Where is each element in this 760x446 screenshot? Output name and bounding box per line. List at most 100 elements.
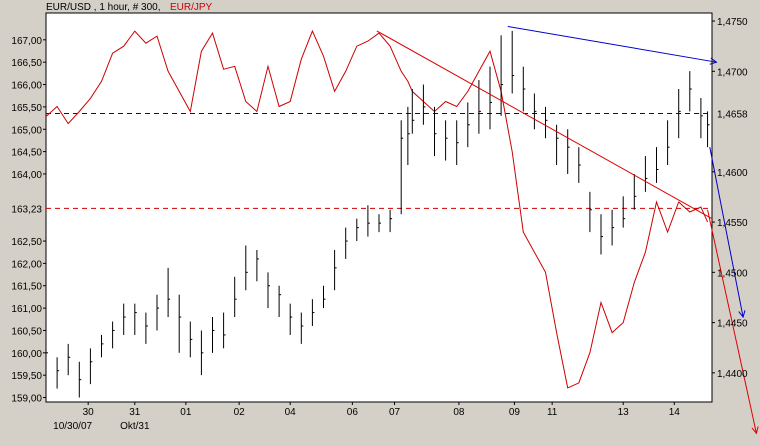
ohlc-bar <box>611 209 615 246</box>
left-axis-tick-label: 162,50 <box>11 237 42 248</box>
ohlc-bar <box>434 106 437 157</box>
ohlc-bar <box>189 321 193 358</box>
right-axis-tick-label: 1,4400 <box>717 369 748 380</box>
ohlc-bar <box>700 97 703 139</box>
x-axis-tick-label: 13 <box>618 407 630 418</box>
left-axis-tick-label: 164,00 <box>11 170 42 181</box>
ohlc-bar <box>567 129 570 174</box>
series-eurjpy-line <box>45 29 709 389</box>
trendlines <box>376 25 759 435</box>
ohlc-bar <box>411 89 415 134</box>
ohlc-bar <box>101 334 104 358</box>
ohlc-bar <box>689 71 692 112</box>
ohlc-bar <box>345 227 348 259</box>
right-axis-tick-label: 1,4750 <box>717 17 748 28</box>
ohlc-bar <box>323 285 326 309</box>
ohlc-bar <box>456 120 459 166</box>
right-axis-tick-label: 1,4700 <box>717 67 748 78</box>
right-axis-tick-label: 1,4450 <box>717 319 748 330</box>
ohlc-bar <box>589 191 592 233</box>
ohlc-bar <box>633 173 637 210</box>
ohlc-bar <box>156 294 159 331</box>
x-axis-tick-label: 04 <box>285 407 297 418</box>
ohlc-bar <box>667 120 670 166</box>
left-axis-tick-label: 160,50 <box>11 326 42 337</box>
ohlc-bar <box>56 357 60 389</box>
left-axis-tick-label: 160,00 <box>11 349 42 360</box>
x-axis-tick-label: 09 <box>509 407 521 418</box>
ohlc-bar <box>278 285 282 318</box>
ohlc-bar <box>112 321 115 349</box>
left-axis-current-label: 163,23 <box>11 204 42 215</box>
trendline-blue <box>507 25 717 63</box>
left-axis-tick-label: 162,00 <box>11 259 42 270</box>
x-axis-tick-label: 01 <box>180 407 192 418</box>
x-axis-tick-label: 06 <box>347 407 359 418</box>
left-axis-tick-label: 159,00 <box>11 394 42 405</box>
ohlc-bar <box>644 156 648 192</box>
ohlc-bar <box>300 312 304 344</box>
x-axis: 30 31 01 02 04 06 07 08 09 11 13 14 10/30/07 Okt/31 <box>53 402 680 432</box>
x-axis-sublabel: Okt/31 <box>120 421 150 432</box>
ohlc-bar <box>707 111 710 148</box>
right-axis-tick-label: 1,4600 <box>717 168 748 179</box>
ohlc-bar <box>500 35 504 116</box>
right-axis-current-label: 1,4658 <box>717 110 748 121</box>
series-eurjpy <box>45 29 709 389</box>
x-axis-tick-label: 02 <box>234 407 246 418</box>
ohlc-bar <box>478 80 481 134</box>
right-axis-tick-label: 1,4500 <box>717 268 748 279</box>
ohlc-bar <box>178 294 182 353</box>
ohlc-bar <box>256 249 259 282</box>
trendline-arrowhead <box>709 57 718 65</box>
ohlc-bar <box>367 205 370 237</box>
left-axis-tick-label: 166,00 <box>11 81 42 92</box>
x-axis-tick-label: 31 <box>129 407 141 418</box>
ohlc-bar <box>389 209 393 233</box>
x-axis-tick-label: 11 <box>547 407 558 418</box>
x-axis-tick-label: 08 <box>453 407 465 418</box>
ohlc-bar <box>422 84 426 125</box>
ohlc-bar <box>622 196 626 228</box>
horizontal-lines <box>46 113 712 209</box>
left-axis-tick-label: 161,50 <box>11 282 42 293</box>
ohlc-bar <box>78 361 82 398</box>
right-axis-tick-label: 1,4550 <box>717 218 748 229</box>
left-axis-tick-label: 167,00 <box>11 36 42 47</box>
left-axis-tick-label: 164,50 <box>11 148 42 159</box>
ohlc-bar <box>289 303 293 335</box>
ohlc-bar <box>212 317 215 353</box>
trendline-arrowhead <box>751 426 759 435</box>
ohlc-bar <box>600 214 603 255</box>
ohlc-bar <box>445 120 448 161</box>
ohlc-bar <box>489 66 492 130</box>
chart-title-secondary: EUR/JPY <box>170 2 213 13</box>
left-axis-tick-label: 165,50 <box>11 103 42 114</box>
ohlc-bar <box>267 272 270 309</box>
series-eurusd <box>45 30 710 398</box>
ohlc-bar <box>245 245 248 291</box>
ohlc-bar <box>223 312 226 349</box>
ohlc-bar <box>89 348 93 385</box>
ohlc-bar <box>311 299 315 326</box>
ohlc-bar <box>167 267 171 318</box>
ohlc-bar <box>522 66 526 112</box>
ohlc-bar <box>407 106 410 166</box>
ohlc-bar <box>67 343 71 376</box>
ohlc-bar <box>145 312 148 344</box>
trendline-blue <box>709 147 744 318</box>
ohlc-bar <box>45 348 48 371</box>
ohlc-bar <box>378 214 381 233</box>
trendline-arrowhead <box>738 310 746 319</box>
left-axis-tick-label: 159,50 <box>11 371 42 382</box>
ohlc-bar <box>545 106 548 139</box>
left-axis-tick-label: 166,50 <box>11 58 42 69</box>
trendline-red <box>376 30 713 220</box>
ohlc-bar <box>578 147 581 183</box>
ohlc-bar <box>234 276 237 318</box>
trendline-red <box>707 209 757 434</box>
x-axis-tick-label: 14 <box>669 407 681 418</box>
ohlc-bar <box>511 30 515 94</box>
